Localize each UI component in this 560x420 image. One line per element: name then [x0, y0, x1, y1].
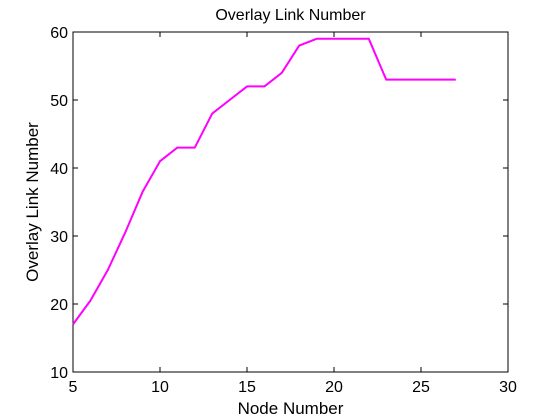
x-tick-label: 5 [69, 379, 78, 396]
y-tick-label: 10 [50, 365, 68, 382]
chart-title: Overlay Link Number [215, 7, 366, 24]
x-tick-label: 20 [325, 379, 343, 396]
y-axis-label: Overlay Link Number [23, 122, 42, 282]
x-tick-label: 30 [499, 379, 517, 396]
x-axis-ticks: 5 10 15 20 25 30 [69, 32, 517, 396]
x-tick-label: 15 [238, 379, 256, 396]
series-line [72, 37, 456, 325]
y-tick-label: 40 [50, 161, 68, 178]
y-tick-label: 30 [50, 229, 68, 246]
y-tick-label: 60 [50, 25, 68, 42]
y-tick-label: 50 [50, 93, 68, 110]
y-axis-ticks: 10 20 30 40 50 60 [50, 25, 508, 382]
x-tick-label: 10 [151, 379, 169, 396]
x-axis-label: Node Number [238, 399, 344, 418]
x-tick-label: 25 [412, 379, 430, 396]
series-layer [72, 37, 456, 325]
plot-area [72, 31, 509, 373]
y-tick-label: 20 [50, 297, 68, 314]
